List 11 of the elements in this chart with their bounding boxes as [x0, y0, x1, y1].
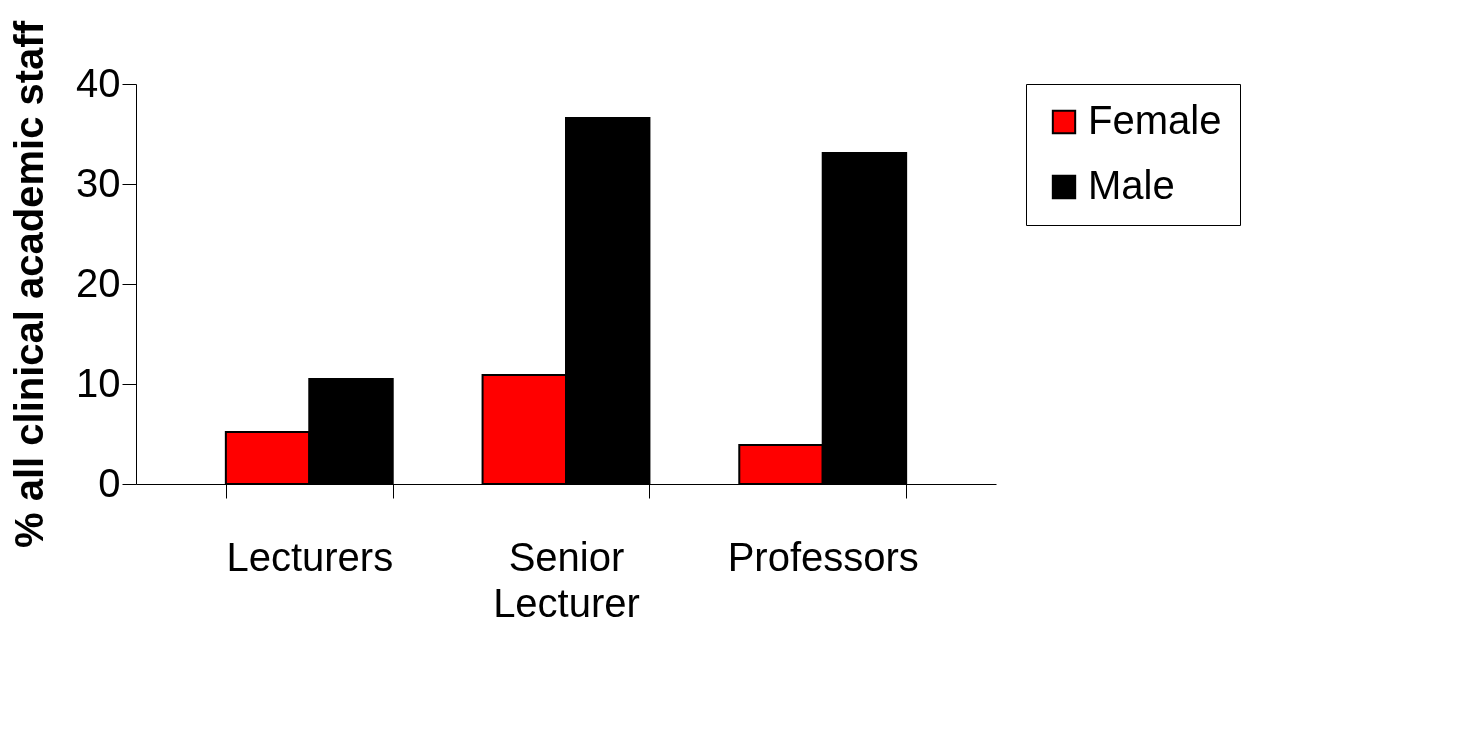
y-tick-label: 30 — [76, 160, 121, 205]
y-tick-label: 10 — [76, 360, 121, 405]
legend-label: Male — [1088, 163, 1175, 207]
y-axis-title: % all clinical academic staff — [7, 20, 52, 548]
y-tick-label: 40 — [76, 60, 121, 105]
legend-label: Female — [1088, 98, 1222, 142]
x-tick-label: Senior Lecturer — [493, 534, 640, 625]
y-tick-label: 20 — [76, 260, 121, 305]
x-tick-label: Professors — [727, 534, 919, 579]
y-tick-label: 0 — [98, 460, 121, 505]
x-tick-label: Lecturers — [226, 534, 394, 579]
